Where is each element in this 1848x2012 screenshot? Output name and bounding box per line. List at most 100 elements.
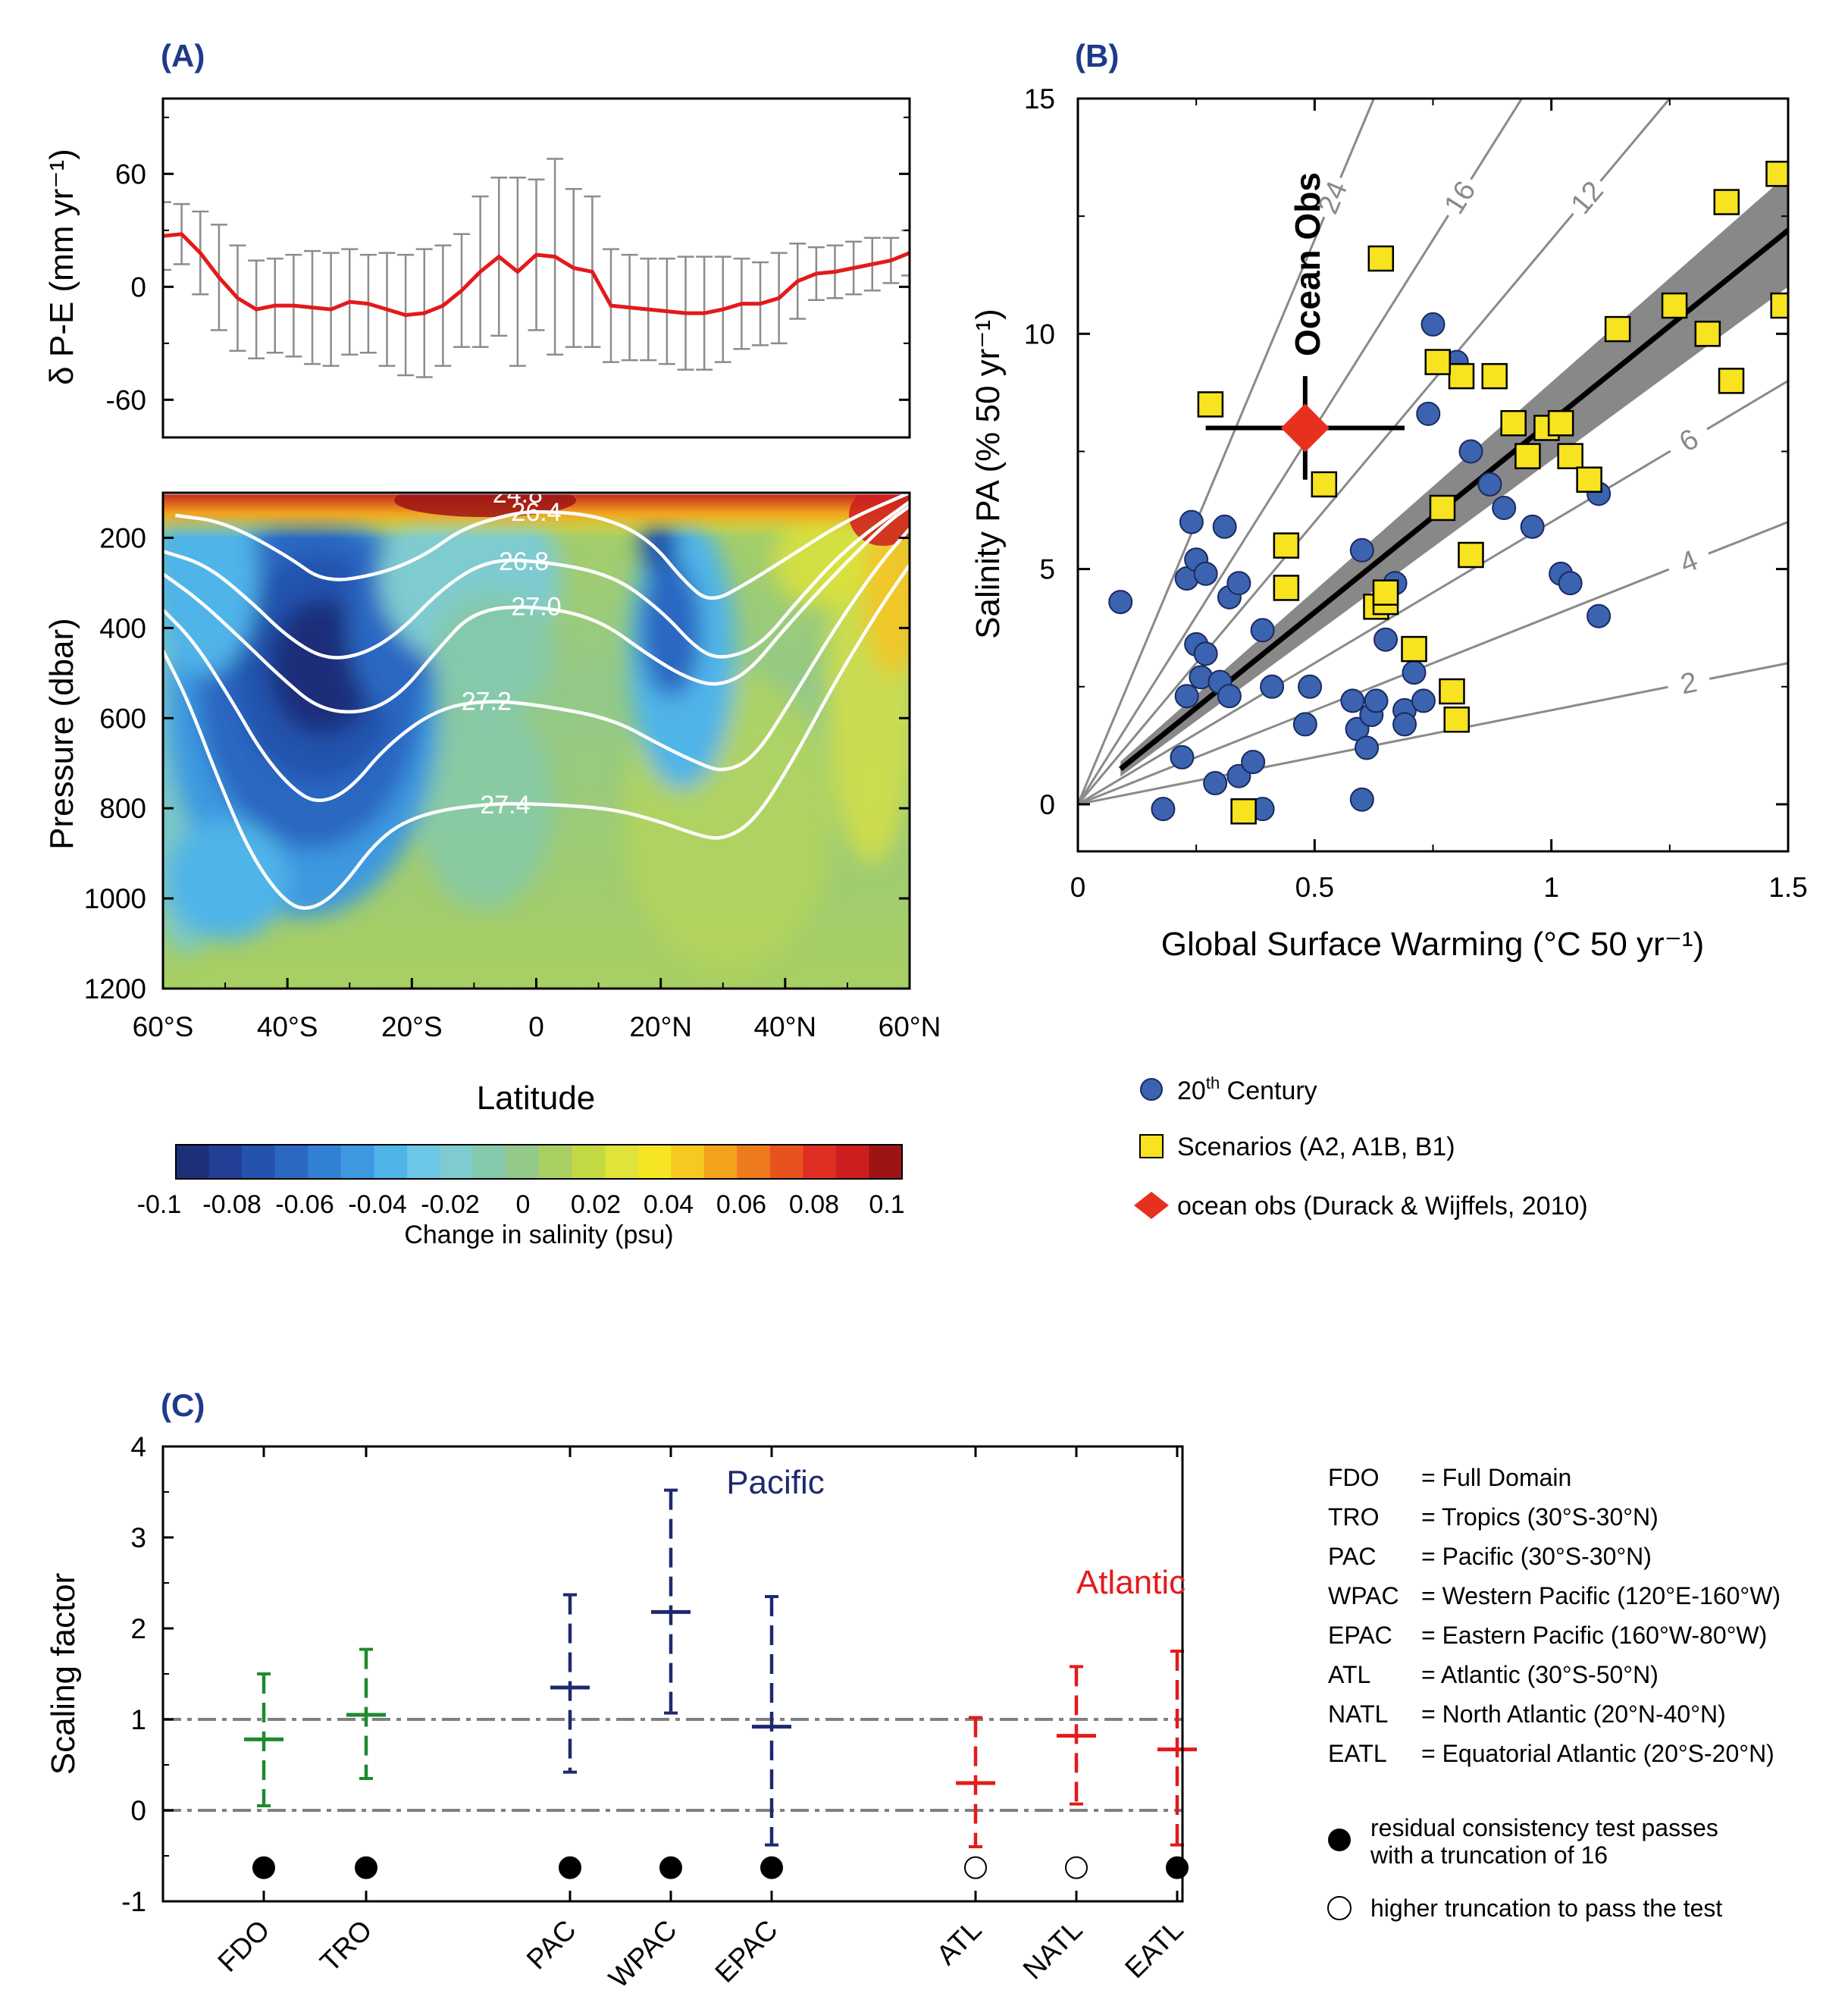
scenario-point (1439, 678, 1465, 705)
panel-a-bottom: 24.826.4 26.8 27.0 27.2 27.4 200 400 600 800 100… (43, 480, 941, 1117)
colorbar-cell (208, 1145, 243, 1179)
panel-a-bottom-xlabel: Latitude (477, 1080, 596, 1117)
ratio-line (1078, 380, 1788, 806)
colorbar-cell (637, 1145, 672, 1179)
scenario-point (1718, 368, 1745, 394)
xtick-label: 1 (1543, 872, 1559, 903)
ratio-label-bg (1308, 171, 1356, 224)
panel-c-yticks: 4 3 2 1 0 -1 (121, 1431, 174, 1917)
colorbar-cell (769, 1145, 803, 1179)
panel-a-bottom-yticks: 200 400 600 800 1000 1200 (84, 522, 910, 1004)
legend-open-label: higher truncation to pass the test (1370, 1894, 1722, 1922)
definition-desc: = North Atlantic (20°N-40°N) (1421, 1700, 1726, 1728)
century-point (1349, 787, 1374, 812)
ytick-label: 0 (130, 1795, 146, 1826)
definition-abbr: PAC (1328, 1543, 1376, 1570)
contour-label: 24.8 (493, 480, 543, 509)
scenario-point (1429, 494, 1456, 522)
ytick-label: 1200 (84, 973, 146, 1004)
definition-desc: = Equatorial Atlantic (20°S-20°N) (1421, 1740, 1774, 1767)
definition-abbr: TRO (1328, 1503, 1380, 1531)
century-point (1174, 684, 1199, 709)
panel-a-top-yticks: 60 0 -60 (106, 116, 910, 415)
ytick-label: -1 (121, 1886, 146, 1917)
century-point (1420, 312, 1446, 337)
ytick-label: 4 (130, 1431, 146, 1462)
density-contour (163, 528, 910, 803)
panel-b-ylabel: Salinity PA (% 50 yr⁻¹) (969, 309, 1007, 639)
legend-century-marker (1140, 1078, 1163, 1101)
ytick-label: 1 (130, 1704, 146, 1735)
colorbar-cell (671, 1145, 705, 1179)
century-point (1241, 750, 1266, 775)
century-point (1364, 688, 1389, 713)
century-point (1520, 514, 1545, 539)
colorbar-cell (869, 1145, 903, 1179)
category-label: EPAC (709, 1914, 783, 1988)
colorbar-cell (737, 1145, 771, 1179)
panel-c-frame (161, 1445, 1184, 1903)
xtick-label: 0.5 (1295, 872, 1334, 903)
density-contour (163, 505, 910, 714)
definition-desc: = Tropics (30°S-30°N) (1421, 1503, 1659, 1531)
ytick-label: 10 (1024, 318, 1055, 349)
ratio-label-bg (1665, 662, 1713, 704)
xtick-label: 40°N (753, 1011, 816, 1042)
category-definitions: FDO = Full Domain TRO = Tropics (30°S-30°N)… (1328, 1464, 1781, 1767)
category-label: EATL (1119, 1914, 1189, 1984)
scenario-point (1770, 292, 1788, 319)
consistency-test-markers (252, 1856, 1189, 1879)
legend-open-marker (1327, 1896, 1352, 1920)
panel-a-label: (A) (161, 38, 205, 74)
category-label: PAC (521, 1914, 582, 1976)
definition-abbr: FDO (1328, 1464, 1380, 1491)
scenario-point (1443, 706, 1470, 733)
colorbar-tick-label: 0.04 (644, 1190, 694, 1219)
colorbar-cell (440, 1145, 474, 1179)
contour-label: 27.0 (511, 593, 561, 622)
panel-b-label: (B) (1075, 38, 1119, 74)
panel-a-top-frame (161, 97, 911, 439)
legend-scenarios-label: Scenarios (A2, A1B, B1) (1177, 1133, 1455, 1161)
scenario-point (1197, 391, 1224, 418)
ratio-label-bg (1434, 170, 1486, 224)
century-point (1212, 514, 1237, 539)
xtick-label: 0 (1070, 872, 1086, 903)
panel-b-xticks: 0 0.5 1 1.5 (1070, 99, 1808, 903)
century-point (1416, 401, 1441, 426)
definition-desc: = Western Pacific (120°E-160°W) (1421, 1582, 1781, 1609)
panel-b-legend: 20th Century Scenarios (A2, A1B, B1) oce… (1134, 1073, 1588, 1221)
colorbar-cell (176, 1145, 210, 1179)
colorbar-cell (340, 1145, 374, 1179)
scenario-point (1273, 575, 1300, 601)
definition-desc: = Atlantic (30°S-50°N) (1421, 1661, 1659, 1688)
ytick-label: 3 (130, 1522, 146, 1553)
century-point (1458, 439, 1483, 464)
ratio-label-bg (1662, 537, 1715, 585)
reference-lines (163, 1718, 1182, 1812)
legend-century-label: 20th Century (1177, 1073, 1317, 1105)
scenario-point (1311, 471, 1338, 498)
ytick-label: 15 (1024, 83, 1055, 114)
ytick-label: 200 (99, 522, 146, 553)
pe-error-bars (163, 158, 910, 378)
colorbar-cell (506, 1145, 540, 1179)
contour-label: 26.8 (499, 547, 549, 576)
century-point (1355, 735, 1380, 760)
panel-c-legend: residual consistency test passes with a … (1327, 1814, 1722, 1922)
colorbar-cell (242, 1145, 276, 1179)
legend-obs-label: ocean obs (Durack & Wijffels, 2010) (1177, 1192, 1588, 1221)
colorbar-tick-label: 0.06 (716, 1190, 766, 1219)
panel-b-frame (1076, 97, 1790, 853)
ocean-obs-point (1205, 376, 1405, 480)
scenario-point (1367, 245, 1395, 272)
colorbar-cell (803, 1145, 837, 1179)
century-point (1151, 797, 1176, 822)
definition-abbr: WPAC (1328, 1582, 1399, 1609)
ytick-label: 60 (115, 158, 146, 190)
definition-desc: = Full Domain (1421, 1464, 1571, 1491)
xtick-label: 20°S (381, 1011, 443, 1042)
century-point (1558, 571, 1583, 596)
